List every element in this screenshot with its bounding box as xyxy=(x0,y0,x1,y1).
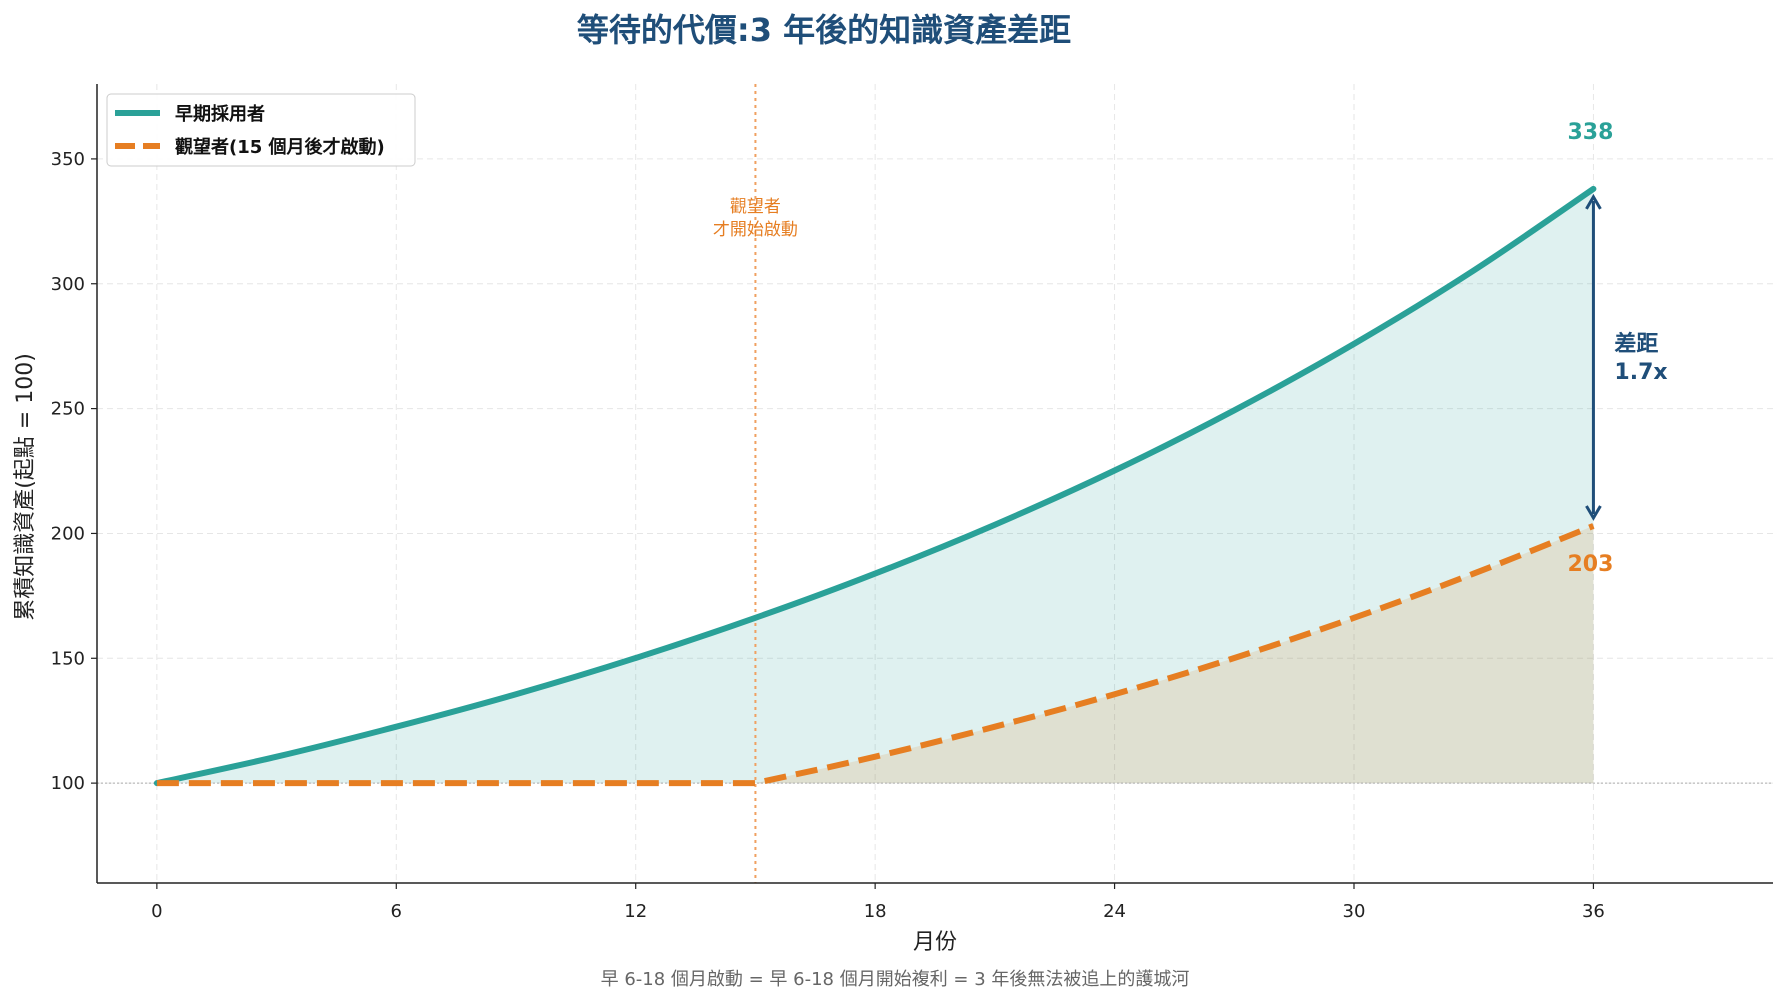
x-axis-label: 月份 xyxy=(913,930,957,955)
late-end-value-label: 203 xyxy=(1567,552,1613,577)
tick-labels: 0 6 12 18 24 30 36 100 150 200 250 300 350 xyxy=(51,149,1605,922)
early-area-fill xyxy=(156,188,1594,784)
series-lines xyxy=(153,185,1597,787)
footnote: 早 6-18 個月啟動 = 早 6-18 個月開始複利 = 3 年後無法被追上的… xyxy=(601,969,1190,990)
gap-label-line: 差距 xyxy=(1614,331,1658,357)
legend-box xyxy=(106,93,416,167)
x-tick-label: 18 xyxy=(864,901,887,922)
x-tick-label: 24 xyxy=(1103,901,1126,922)
y-tick-label: 200 xyxy=(51,523,85,544)
y-axis-label: 累積知識資產(起點 = 100) xyxy=(13,353,38,621)
wait-and-see-line xyxy=(156,523,1595,787)
chart-title: 等待的代價:3 年後的知識資產差距 xyxy=(577,11,1071,49)
area-fills xyxy=(156,188,1594,784)
y-tick-label: 150 xyxy=(51,648,85,669)
axes xyxy=(96,84,1773,884)
gap-arrow-head-bottom xyxy=(1585,505,1602,521)
late-area-fill xyxy=(755,525,1594,784)
gap-arrow-head-top xyxy=(1585,193,1602,210)
x-tick-label: 6 xyxy=(391,901,402,922)
x-tick-label: 0 xyxy=(151,901,162,922)
y-tick-label: 100 xyxy=(51,773,85,794)
start-annotation-line: 才開始啟動 xyxy=(713,220,798,240)
gap-annotation: 差距 1.7x 338 203 xyxy=(1567,120,1667,577)
start-annotation-line: 觀望者 xyxy=(730,197,781,217)
x-tick-label: 36 xyxy=(1582,901,1605,922)
gap-label-line: 1.7x xyxy=(1614,360,1667,385)
y-tick-label: 300 xyxy=(51,274,85,295)
x-tick-label: 30 xyxy=(1343,901,1366,922)
x-tick-label: 12 xyxy=(624,901,647,922)
y-tick-label: 350 xyxy=(51,149,85,170)
early-adopter-line xyxy=(153,185,1597,787)
legend-label-late: 觀望者(15 個月後才啟動) xyxy=(175,136,385,158)
y-tick-label: 250 xyxy=(51,399,85,420)
legend-label-early: 早期採用者 xyxy=(175,103,265,125)
early-end-value-label: 338 xyxy=(1567,120,1613,145)
